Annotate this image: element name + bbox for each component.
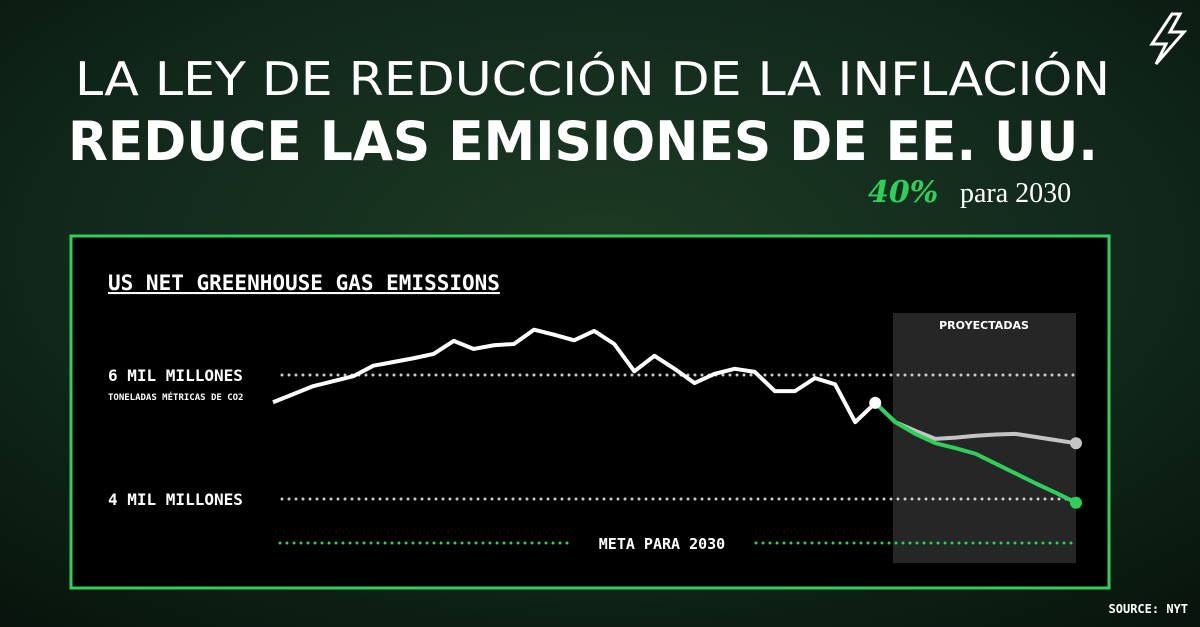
y-tick-label: 6 MIL MILLONES (108, 366, 243, 385)
goal-label-bg (572, 533, 752, 554)
title-line-1: LA LEY DE REDUCCIÓN DE LA INFLACIÓN (75, 52, 1110, 106)
chart-title: US NET GREENHOUSE GAS EMISSIONS (108, 271, 500, 295)
goal-label: META PARA 2030 (599, 535, 725, 553)
end-point (1070, 496, 1082, 509)
projection-label: PROYECTADAS (939, 319, 1029, 332)
highlight: 40% (868, 175, 938, 210)
end-point (1070, 437, 1082, 450)
title-line-2: REDUCE LAS EMISIONES DE EE. UU. (68, 110, 1098, 173)
y-tick-label: 4 MIL MILLONES (108, 490, 243, 509)
series-line (272, 327, 877, 425)
source: SOURCE: NYT (1109, 602, 1188, 616)
y-axis-label: TONELADAS MÉTRICAS DE CO2 (108, 393, 244, 403)
bolt-icon (1149, 12, 1188, 65)
highlight-rest: para 2030 (960, 178, 1071, 209)
series-line (873, 401, 1077, 505)
end-point (869, 396, 882, 409)
